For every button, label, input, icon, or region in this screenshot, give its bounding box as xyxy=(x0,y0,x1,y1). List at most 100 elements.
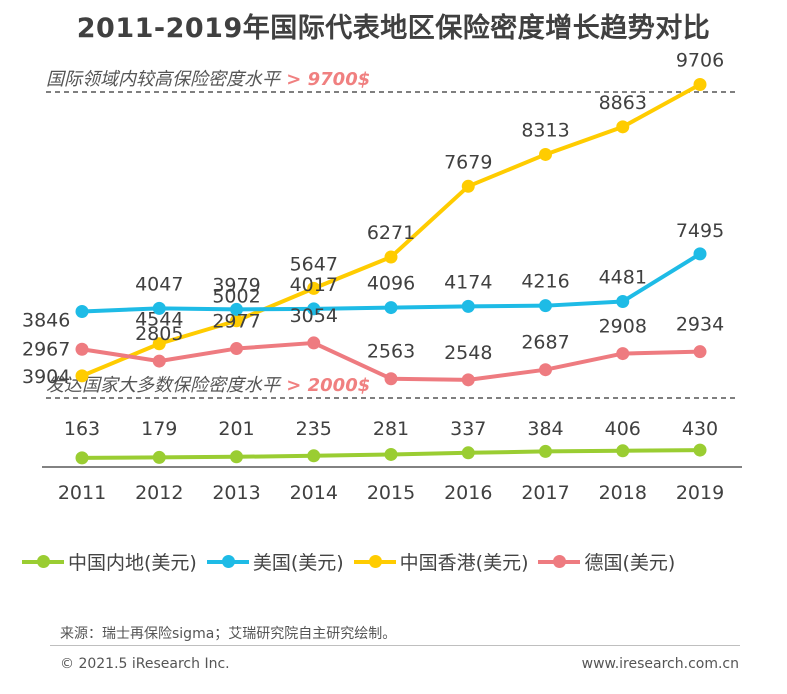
legend: 中国内地(美元) 美国(美元) 中国香港(美元) 德国(美元) xyxy=(22,548,675,575)
data-point-china xyxy=(616,444,630,458)
data-point-china xyxy=(539,444,552,458)
data-point-hongkong xyxy=(75,369,89,383)
data-point-germany xyxy=(230,342,243,356)
data-point-hongkong xyxy=(230,314,243,328)
data-label-germany: 2687 xyxy=(521,332,569,354)
legend-swatch xyxy=(22,554,64,568)
data-label-hongkong: 9706 xyxy=(676,50,724,72)
x-tick-label: 2011 xyxy=(58,482,106,504)
data-point-hongkong xyxy=(539,147,552,161)
source-note: 来源：瑞士再保险sigma；艾瑞研究院自主研究绘制。 xyxy=(60,626,397,642)
data-label-china: 337 xyxy=(450,418,486,440)
data-point-china xyxy=(230,450,243,464)
data-point-germany xyxy=(461,373,475,387)
data-label-china: 406 xyxy=(605,418,641,440)
data-point-hongkong xyxy=(693,78,707,92)
data-point-hongkong xyxy=(307,281,321,295)
legend-label: 美国(美元) xyxy=(252,552,344,574)
data-label-hongkong: 5002 xyxy=(212,286,260,308)
x-tick-label: 2016 xyxy=(444,482,492,504)
data-point-china xyxy=(75,451,89,465)
data-label-germany: 2977 xyxy=(212,311,260,333)
copyright: © 2021.5 iResearch Inc. xyxy=(60,656,230,672)
data-point-usa xyxy=(230,302,243,316)
data-label-usa: 3846 xyxy=(22,310,70,332)
reference-line-label: 发达国家大多数保险密度水平 > 2000$ xyxy=(46,375,370,396)
footer-divider xyxy=(50,645,740,646)
data-point-china xyxy=(693,443,707,457)
data-point-usa xyxy=(461,299,475,313)
x-tick-label: 2019 xyxy=(676,482,724,504)
legend-marker-icon xyxy=(37,554,50,568)
data-label-usa: 4216 xyxy=(521,271,569,293)
data-point-china xyxy=(384,447,398,461)
data-label-china: 384 xyxy=(527,418,563,440)
data-label-china: 201 xyxy=(218,418,254,440)
data-label-hongkong: 8313 xyxy=(521,119,569,141)
legend-marker-icon xyxy=(221,554,235,568)
legend-item: 德国(美元) xyxy=(538,548,675,575)
data-label-usa: 3979 xyxy=(212,274,260,296)
x-tick-label: 2012 xyxy=(135,482,183,504)
x-tick-label: 2015 xyxy=(367,482,415,504)
data-label-germany: 3054 xyxy=(290,305,338,327)
data-point-germany xyxy=(152,354,166,368)
legend-label: 德国(美元) xyxy=(584,552,676,574)
data-label-germany: 2548 xyxy=(444,342,492,364)
data-point-usa xyxy=(616,295,630,309)
legend-label: 中国香港(美元) xyxy=(399,552,529,574)
data-point-germany xyxy=(539,363,552,377)
data-label-hongkong: 3904 xyxy=(22,366,70,388)
legend-marker-icon xyxy=(368,554,382,568)
data-label-germany: 2934 xyxy=(676,314,724,336)
data-point-china xyxy=(461,446,475,460)
x-tick-label: 2013 xyxy=(212,482,260,504)
data-point-germany xyxy=(307,336,321,350)
data-point-usa xyxy=(152,301,166,315)
data-label-china: 281 xyxy=(373,418,409,440)
data-point-china xyxy=(152,450,166,464)
legend-item: 美国(美元) xyxy=(206,548,344,575)
x-tick-label: 2014 xyxy=(290,482,338,504)
data-label-usa: 4481 xyxy=(599,267,647,289)
data-label-hongkong: 6271 xyxy=(367,222,415,244)
data-point-hongkong xyxy=(384,250,398,264)
data-label-germany: 2563 xyxy=(367,341,415,363)
data-point-germany xyxy=(75,342,89,356)
data-label-usa: 4017 xyxy=(290,274,338,296)
data-label-germany: 2908 xyxy=(599,316,647,338)
data-point-usa xyxy=(384,301,398,315)
data-label-germany: 2805 xyxy=(135,323,183,345)
data-point-hongkong xyxy=(461,179,475,193)
data-label-hongkong: 5647 xyxy=(290,253,338,275)
data-point-hongkong xyxy=(616,120,630,134)
data-label-hongkong: 7679 xyxy=(444,151,492,173)
data-point-usa xyxy=(307,302,321,316)
legend-item: 中国香港(美元) xyxy=(353,548,529,575)
data-point-germany xyxy=(384,372,398,386)
x-tick-label: 2017 xyxy=(521,482,569,504)
data-label-usa: 7495 xyxy=(676,220,724,242)
data-label-usa: 4174 xyxy=(444,271,492,293)
data-label-usa: 4096 xyxy=(367,273,415,295)
data-point-germany xyxy=(693,345,707,359)
data-label-china: 235 xyxy=(296,418,332,440)
legend-marker-icon xyxy=(553,554,567,568)
data-point-usa xyxy=(75,305,89,319)
legend-swatch xyxy=(353,554,396,568)
line-chart: 国际领域内较高保险密度水平 > 9700$ 发达国家大多数保险密度水平 > 200… xyxy=(22,50,742,504)
legend-label: 中国内地(美元) xyxy=(68,552,197,574)
legend-item: 中国内地(美元) xyxy=(22,548,197,575)
data-label-china: 163 xyxy=(64,418,100,440)
data-label-hongkong: 4544 xyxy=(135,309,183,331)
data-point-china xyxy=(307,449,321,463)
reference-line-label: 国际领域内较高保险密度水平 > 9700$ xyxy=(46,69,370,90)
x-tick-label: 2018 xyxy=(599,482,647,504)
data-label-usa: 4047 xyxy=(135,273,183,295)
data-label-china: 179 xyxy=(141,418,177,440)
website: www.iresearch.com.cn xyxy=(581,656,739,672)
data-point-usa xyxy=(693,247,707,261)
data-label-china: 430 xyxy=(682,418,718,440)
legend-swatch xyxy=(538,554,581,568)
data-label-germany: 2967 xyxy=(22,338,70,360)
